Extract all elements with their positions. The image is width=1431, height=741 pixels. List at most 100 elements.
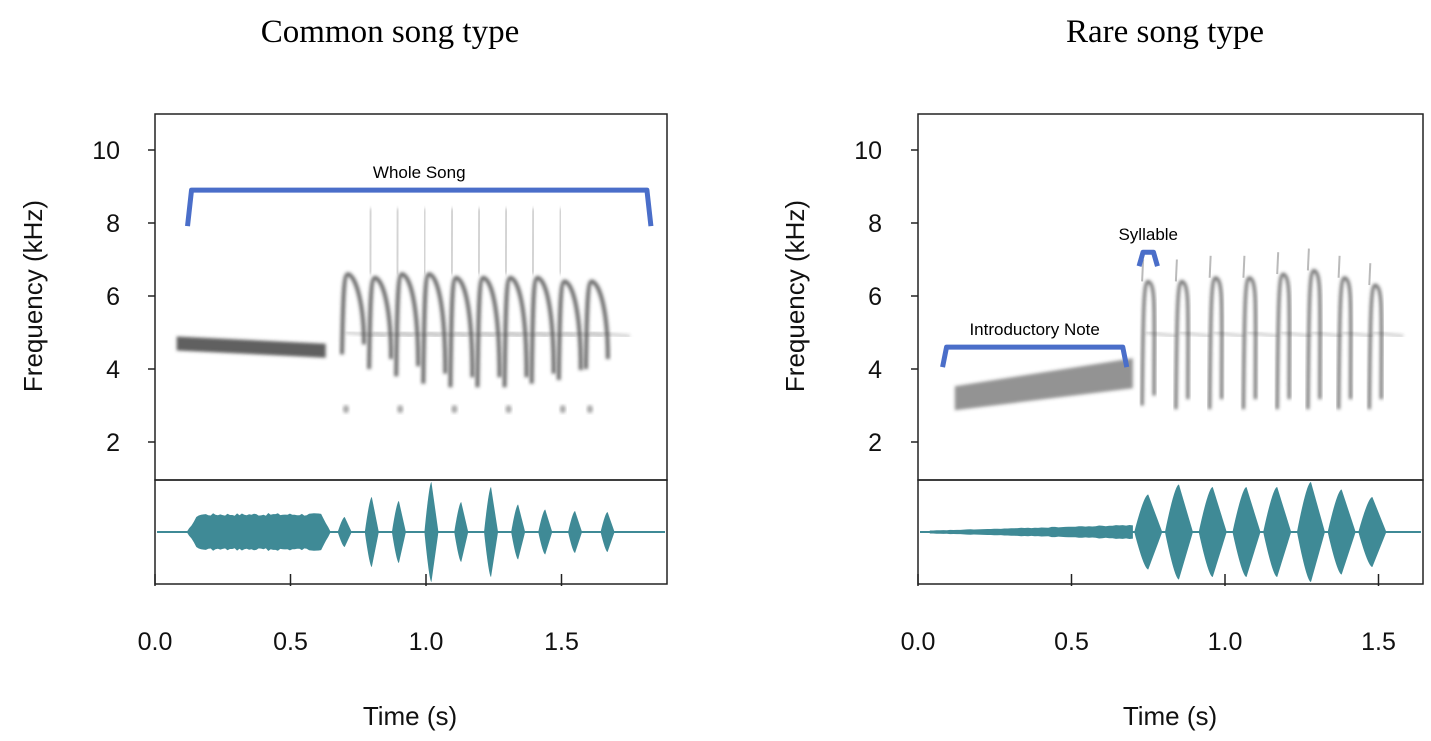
x-tick-label: 0.0 xyxy=(138,628,173,656)
syllable-upsweep xyxy=(558,208,563,275)
waveform-pulse xyxy=(1296,482,1325,582)
syllable-trace xyxy=(1337,276,1353,410)
waveform-pulse xyxy=(1327,489,1356,575)
annotations: Introductory Note Syllable xyxy=(940,225,1178,368)
waveform-frame xyxy=(917,479,1424,585)
syllable-trace xyxy=(583,279,610,370)
y-tick-label: 6 xyxy=(106,283,120,311)
waveform-pulse xyxy=(337,517,352,547)
syllable-tip xyxy=(1276,252,1280,275)
x-axis-label: Time (s) xyxy=(1123,701,1217,731)
y-tick-label: 2 xyxy=(868,429,882,457)
annotation-label: Introductory Note xyxy=(969,320,1099,339)
syllable-trace xyxy=(1241,276,1258,410)
panel-rare: Rare song type Frequency (kHz) Time (s) … xyxy=(780,14,1424,731)
waveform-pulse xyxy=(1358,497,1387,567)
waveform-note xyxy=(929,525,1133,539)
waveform-pulse xyxy=(1263,487,1292,577)
syllable-low-note xyxy=(559,405,566,414)
syllable-low-note xyxy=(342,405,349,414)
waveform-plot xyxy=(157,482,665,582)
spectrogram-frame xyxy=(917,113,1424,481)
y-tick-label: 10 xyxy=(854,137,882,165)
syllable-low-note xyxy=(397,405,404,414)
x-ticks: 0.0 0.5 1.0 1.5 xyxy=(901,574,1396,656)
syllable-harmonic xyxy=(1311,331,1343,338)
syllable-tip xyxy=(1368,263,1372,286)
waveform-pulse xyxy=(484,487,499,577)
syllable-trace xyxy=(339,272,366,355)
syllable-tip xyxy=(1306,248,1310,271)
syllable-upsweep xyxy=(395,208,400,275)
syllable-harmonic xyxy=(1281,331,1312,338)
y-axis-label: Frequency (kHz) xyxy=(780,200,810,392)
syllable-trace xyxy=(1140,279,1156,406)
waveform-note xyxy=(186,513,331,551)
syllable-harmonic xyxy=(1342,331,1373,338)
syllable-trace xyxy=(421,272,448,384)
x-tick-label: 1.0 xyxy=(409,628,444,656)
syllable-low-note xyxy=(505,405,512,414)
waveform-pulse xyxy=(600,512,615,552)
syllable-harmonic xyxy=(1247,331,1278,338)
y-tick-label: 4 xyxy=(868,356,882,384)
waveform-pulse xyxy=(1232,487,1261,577)
syllable-trace xyxy=(1306,268,1322,410)
waveform-pulse xyxy=(1198,487,1227,577)
waveform-pulse xyxy=(424,482,439,582)
waveform-pulse xyxy=(568,511,583,553)
syllable-upsweep xyxy=(423,208,427,275)
bracket-syllable xyxy=(1136,249,1160,267)
syllable-harmonic xyxy=(1145,331,1177,338)
waveform-frame xyxy=(154,479,668,585)
syllable-harmonic xyxy=(427,331,468,338)
panel-title-rare: Rare song type xyxy=(1066,14,1264,50)
syllable-harmonic xyxy=(1213,331,1244,338)
spectrogram-plot xyxy=(176,208,631,414)
x-ticks: 0.0 0.5 1.0 1.5 xyxy=(138,574,579,656)
syllable-low-note xyxy=(586,405,593,414)
annotations: Whole Song xyxy=(185,163,654,227)
waveform-plot xyxy=(920,482,1421,582)
spectrogram-plot xyxy=(954,248,1404,411)
waveform-pulse xyxy=(538,509,553,555)
syllable-trace xyxy=(1208,276,1224,410)
syllable-trace xyxy=(367,275,394,370)
syllable-trace xyxy=(1275,272,1291,410)
syllable-upsweep xyxy=(450,208,454,275)
syllable-upsweep xyxy=(477,208,481,275)
syllable-harmonic xyxy=(562,331,603,338)
syllable-harmonic xyxy=(345,331,387,338)
y-tick-label: 8 xyxy=(106,210,120,238)
syllable-tip xyxy=(1337,255,1341,278)
syllable-upsweep xyxy=(368,208,373,275)
y-tick-label: 4 xyxy=(106,356,120,384)
intro-note-trace xyxy=(954,358,1133,411)
syllable-tip xyxy=(1208,255,1212,278)
waveform-pulse xyxy=(511,504,526,560)
syllable-trace xyxy=(394,272,421,377)
syllable-trace xyxy=(556,279,583,380)
syllable-harmonic xyxy=(1373,331,1404,338)
bracket-introductory-note xyxy=(940,344,1130,368)
y-tick-label: 2 xyxy=(106,429,120,457)
syllable-trace xyxy=(448,275,475,388)
x-tick-label: 0.5 xyxy=(273,628,308,656)
annotation-label: Whole Song xyxy=(373,163,466,182)
waveform-pulse xyxy=(454,502,469,562)
x-tick-label: 0.0 xyxy=(901,628,936,656)
x-tick-label: 1.5 xyxy=(1361,628,1396,656)
syllable-tip xyxy=(1174,259,1178,282)
syllable-tip xyxy=(1141,259,1145,282)
bracket-whole-song xyxy=(185,187,654,227)
y-axis-label: Frequency (kHz) xyxy=(18,200,48,392)
syllable-trace xyxy=(1367,283,1384,410)
syllable-upsweep xyxy=(531,208,535,275)
syllable-trace xyxy=(475,275,502,388)
syllable-harmonic xyxy=(589,331,631,338)
waveform-pulse xyxy=(1134,494,1163,570)
x-tick-label: 1.0 xyxy=(1208,628,1243,656)
syllable-harmonic xyxy=(535,331,576,338)
syllable-upsweep xyxy=(504,208,508,275)
x-tick-label: 0.5 xyxy=(1054,628,1089,656)
